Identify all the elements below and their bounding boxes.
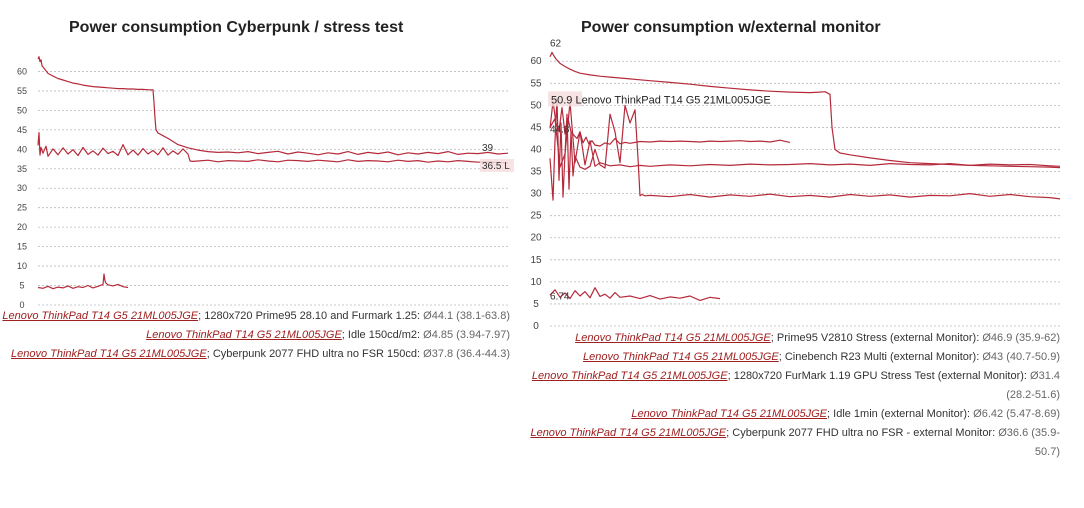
chart-panel-cyberpunk-stress: Power consumption Cyberpunk / stress tes… — [0, 0, 530, 508]
y-tick-label: 0 — [533, 321, 539, 332]
legend-stat: Ø36.6 (35.9-50.7) — [998, 427, 1060, 458]
y-tick-label: 20 — [530, 233, 542, 244]
y-tick-label: 45 — [17, 125, 27, 135]
legend-item: Lenovo ThinkPad T14 G5 21ML005JGE; Idle … — [631, 408, 1060, 420]
legend-stat: Ø44.1 (38.1-63.8) — [423, 310, 510, 322]
y-tick-label: 0 — [19, 300, 24, 310]
y-tick-label: 45 — [530, 122, 542, 133]
y-tick-label: 35 — [17, 164, 27, 174]
chart-plot-area: 0 5 10 15 20 25 30 35 40 45 50 55 60 39 36.5 L — [17, 56, 514, 310]
legend-device-link[interactable]: Lenovo ThinkPad T14 G5 21ML005JGE — [583, 351, 779, 363]
y-tick-label: 40 — [17, 144, 27, 154]
y-tick-label: 55 — [530, 78, 542, 89]
y-tick-label: 5 — [533, 299, 539, 310]
y-tick-label: 25 — [17, 203, 27, 213]
legend-item: Lenovo ThinkPad T14 G5 21ML005JGE; Cineb… — [583, 351, 1060, 363]
chart-legend: Lenovo ThinkPad T14 G5 21ML005JGE; Prime… — [530, 329, 1060, 462]
series-line-2 — [549, 100, 791, 147]
y-tick-label: 35 — [530, 167, 542, 178]
chart-legend: Lenovo ThinkPad T14 G5 21ML005JGE; 1280x… — [0, 307, 510, 364]
legend-test-description: Cinebench R23 Multi (external Monitor) — [784, 351, 977, 363]
y-tick-label: 15 — [530, 255, 542, 266]
legend-stat: Ø46.9 (35.9-62) — [982, 332, 1060, 344]
legend-item: Lenovo ThinkPad T14 G5 21ML005JGE; 1280x… — [2, 310, 510, 322]
y-tick-label: 60 — [17, 66, 27, 76]
legend-test-description: Cyberpunk 2077 FHD ultra no FSR 150cd — [212, 348, 418, 360]
series-end-label: 39 — [482, 143, 494, 154]
legend-stat: Ø31.4 (28.2-51.6) — [1006, 370, 1060, 401]
point-label: 44.8 — [550, 124, 570, 135]
end-label-bg — [480, 158, 514, 172]
y-tick-label: 5 — [19, 281, 24, 291]
legend-item: Lenovo ThinkPad T14 G5 21ML005JGE; Prime… — [575, 332, 1060, 344]
series-line-3 — [37, 132, 509, 164]
legend-test-description: 1280x720 Prime95 28.10 and Furmark 1.25 — [204, 310, 418, 322]
y-tick-label: 25 — [530, 211, 542, 222]
y-tick-label: 30 — [17, 183, 27, 193]
y-tick-label: 50 — [17, 105, 27, 115]
y-tick-label: 50 — [530, 100, 542, 111]
point-label: 62 — [550, 38, 562, 49]
legend-device-link[interactable]: Lenovo ThinkPad T14 G5 21ML005JGE — [531, 370, 728, 382]
y-tick-label: 40 — [530, 144, 542, 155]
annotation-bg — [548, 91, 582, 107]
y-tick-label: 10 — [17, 261, 27, 271]
y-tick-label: 55 — [17, 86, 27, 96]
legend-item: Lenovo ThinkPad T14 G5 21ML005JGE; 1280x… — [531, 370, 1060, 401]
y-tick-label: 30 — [530, 189, 542, 200]
legend-device-link[interactable]: Lenovo ThinkPad T14 G5 21ML005JGE — [575, 332, 771, 344]
legend-item: Lenovo ThinkPad T14 G5 21ML005JGE; Idle … — [146, 329, 510, 341]
series-line-4 — [549, 287, 721, 301]
legend-test-description: Cyberpunk 2077 FHD ultra no FSR - extern… — [732, 427, 993, 439]
legend-test-description: Idle 150cd/m2 — [347, 329, 418, 341]
legend-device-link[interactable]: Lenovo ThinkPad T14 G5 21ML005JGE — [631, 408, 828, 420]
legend-test-description: Prime95 V2810 Stress (external Monitor) — [776, 332, 977, 344]
chart-plot-area: 0 5 10 15 20 25 30 35 40 45 50 55 60 62 44.8 6.74 50.9 L… — [530, 38, 1061, 332]
legend-stat: Ø6.42 (5.47-8.69) — [973, 408, 1060, 420]
chart-title: Power consumption Cyberpunk / stress tes… — [69, 19, 404, 36]
y-tick-label: 10 — [530, 277, 542, 288]
point-label: 6.74 — [550, 291, 570, 302]
chart-title: Power consumption w/external monitor — [581, 19, 881, 36]
legend-stat: Ø37.8 (36.4-44.3) — [423, 348, 510, 360]
hover-annotation: 50.9 Lenovo ThinkPad T14 G5 21ML005JGE — [551, 94, 771, 106]
legend-device-link[interactable]: Lenovo ThinkPad T14 G5 21ML005JGE — [530, 427, 727, 439]
series-line-2 — [37, 273, 129, 290]
series-line-1 — [549, 51, 1061, 169]
series-end-label: 36.5 L — [482, 161, 510, 172]
legend-device-link[interactable]: Lenovo ThinkPad T14 G5 21ML005JGE — [11, 348, 207, 360]
y-tick-label: 60 — [530, 56, 542, 67]
y-tick-label: 15 — [17, 242, 27, 252]
legend-test-description: 1280x720 FurMark 1.19 GPU Stress Test (e… — [733, 370, 1024, 382]
legend-stat: Ø43 (40.7-50.9) — [982, 351, 1060, 363]
legend-stat: Ø4.85 (3.94-7.97) — [423, 329, 510, 341]
legend-item: Lenovo ThinkPad T14 G5 21ML005JGE; Cyber… — [530, 427, 1060, 458]
series-line-5 — [549, 101, 1061, 168]
series-line-3 — [549, 97, 1061, 201]
legend-test-description: Idle 1min (external Monitor) — [833, 408, 968, 420]
legend-device-link[interactable]: Lenovo ThinkPad T14 G5 21ML005JGE — [146, 329, 342, 341]
legend-item: Lenovo ThinkPad T14 G5 21ML005JGE; Cyber… — [11, 348, 510, 360]
legend-device-link[interactable]: Lenovo ThinkPad T14 G5 21ML005JGE — [2, 310, 199, 322]
y-tick-label: 20 — [17, 222, 27, 232]
series-line-1 — [37, 56, 509, 156]
chart-panel-external-monitor: Power consumption w/external monitor 0 5 1… — [530, 0, 1084, 508]
